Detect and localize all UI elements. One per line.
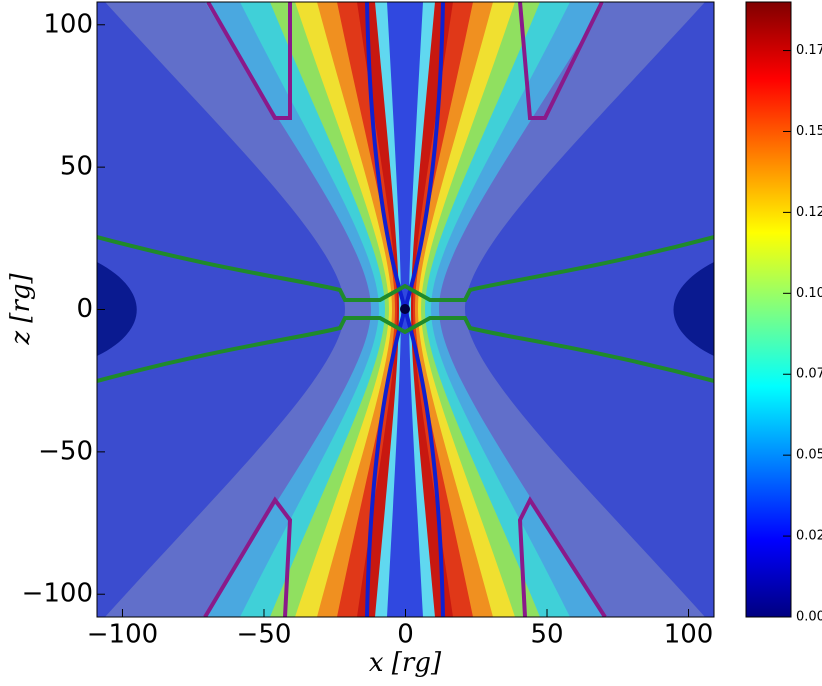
- y-tick-label: −50: [38, 436, 93, 466]
- x-tick-label: −100: [87, 620, 158, 650]
- y-tick-label: 0: [76, 294, 93, 324]
- y-tick-label: 100: [43, 9, 93, 39]
- x-tick-label: 0: [397, 620, 414, 650]
- colorbar-tick-label: 0.000: [796, 610, 822, 625]
- contour-green: [97, 235, 714, 383]
- colorbar-tick-label: 0.100: [796, 286, 822, 301]
- colorbar-tick-label: 0.075: [796, 367, 822, 382]
- contour-purple: [203, 2, 607, 617]
- heatmap-field: [97, 2, 714, 617]
- colorbar-tick-label: 0.050: [796, 448, 822, 463]
- x-tick-label: −50: [237, 620, 292, 650]
- x-tick-label: 50: [530, 620, 563, 650]
- edge-wedge: [673, 262, 714, 356]
- center-dot: [400, 304, 410, 314]
- colorbar: [745, 1, 792, 618]
- colorbar-tick-label: 0.150: [796, 124, 822, 139]
- edge-wedge: [97, 262, 137, 356]
- colorbar-tick-label: 0.125: [796, 205, 822, 220]
- x-axis-label: x [rg]: [369, 648, 442, 678]
- y-axis-label: z [rg]: [6, 272, 36, 345]
- x-tick-label: 100: [664, 620, 714, 650]
- colorbar-tick-label: 0.025: [796, 529, 822, 544]
- y-tick-label: 50: [60, 152, 93, 182]
- colorbar-tick-label: 0.175: [796, 43, 822, 58]
- y-tick-label: −100: [22, 579, 93, 609]
